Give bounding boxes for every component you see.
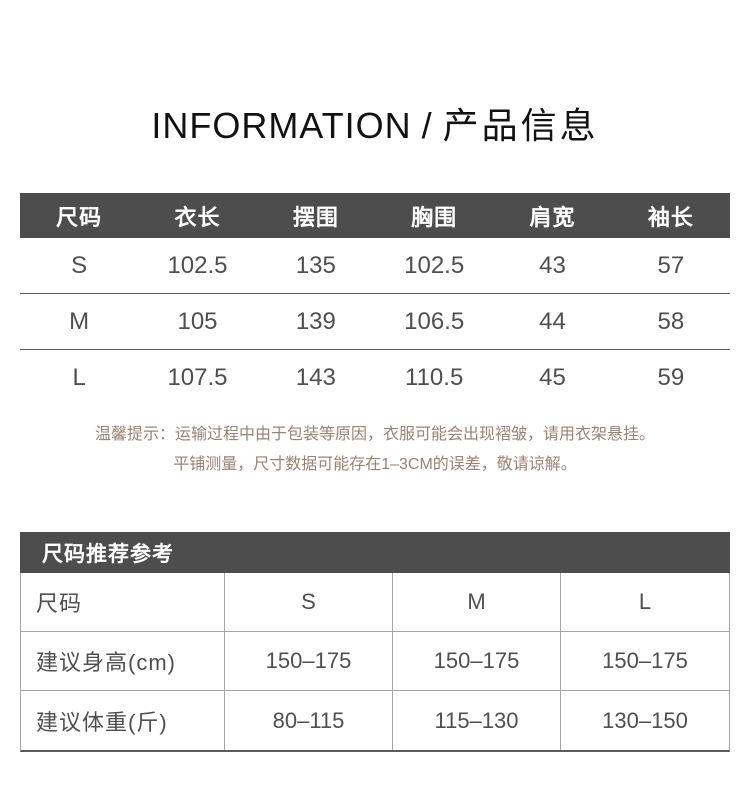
page-title-separator: / bbox=[421, 105, 433, 146]
table-cell: 150–175 bbox=[602, 648, 688, 673]
measurement-notice: 温馨提示：运输过程中由于包装等原因，衣服可能会出现褶皱，请用衣架悬挂。 平铺测量… bbox=[0, 420, 750, 480]
table-row-l: L 107.5 143 110.5 45 59 bbox=[20, 350, 730, 406]
table-cell: 106.5 bbox=[404, 307, 465, 335]
column-header-bust: 胸围 bbox=[411, 204, 458, 230]
table-cell: S bbox=[71, 251, 88, 279]
row-label: 建议体重(斤) bbox=[21, 691, 225, 750]
table-cell: 105 bbox=[177, 307, 218, 335]
recommendation-table-title: 尺码推荐参考 bbox=[20, 532, 730, 573]
size-spec-table-header: 尺码 衣长 摆围 胸围 肩宽 袖长 bbox=[20, 193, 730, 238]
recommendation-table-body: 尺码 S M L 建议身高(cm) 150–175 150–175 150–17… bbox=[20, 573, 730, 752]
table-cell: 130–150 bbox=[602, 707, 688, 733]
table-cell: 58 bbox=[657, 307, 685, 335]
table-cell: L bbox=[638, 589, 652, 614]
table-cell: 43 bbox=[539, 251, 566, 279]
table-cell: 80–115 bbox=[225, 691, 393, 750]
column-header-size: 尺码 bbox=[56, 204, 103, 230]
column-header-hem: 摆围 bbox=[292, 204, 339, 230]
table-cell: 107.5 bbox=[167, 364, 228, 391]
table-cell: 102.5 bbox=[167, 251, 228, 279]
table-cell: 150–175 bbox=[225, 632, 393, 690]
notice-line-2: 平铺测量，尺寸数据可能存在1–3CM的误差，敬请谅解。 bbox=[173, 456, 577, 473]
table-cell: 44 bbox=[539, 307, 566, 335]
table-cell: S bbox=[225, 573, 393, 631]
table-cell: M bbox=[393, 573, 561, 631]
table-cell: M bbox=[69, 307, 90, 335]
table-cell: 57 bbox=[657, 251, 685, 279]
column-header-length: 衣长 bbox=[174, 204, 221, 230]
table-cell: 135 bbox=[295, 251, 336, 279]
table-row-size: 尺码 S M L bbox=[21, 573, 729, 632]
table-cell: 45 bbox=[539, 364, 566, 391]
notice-line-1: 温馨提示：运输过程中由于包装等原因，衣服可能会出现褶皱，请用衣架悬挂。 bbox=[94, 426, 655, 443]
column-header-sleeve: 袖长 bbox=[647, 204, 694, 230]
size-spec-table: 尺码 衣长 摆围 胸围 肩宽 袖长 S 102.5 135 102.5 43 5… bbox=[20, 193, 730, 406]
table-cell: 139 bbox=[295, 307, 336, 335]
table-cell: 150–175 bbox=[393, 632, 561, 690]
table-cell: 59 bbox=[657, 364, 685, 391]
page-title-zh: 产品信息 bbox=[442, 105, 599, 146]
table-row-s: S 102.5 135 102.5 43 57 bbox=[20, 238, 730, 294]
table-cell: 115–130 bbox=[393, 691, 561, 750]
page-title-en: INFORMATION bbox=[151, 105, 412, 146]
column-header-shoulder: 肩宽 bbox=[529, 204, 576, 230]
page-title: INFORMATION / 产品信息 bbox=[0, 0, 750, 152]
table-cell: L bbox=[72, 364, 86, 391]
table-cell: 102.5 bbox=[404, 251, 465, 279]
table-row-weight: 建议体重(斤) 80–115 115–130 130–150 bbox=[21, 691, 729, 750]
table-cell: 143 bbox=[295, 364, 336, 391]
row-label: 尺码 bbox=[21, 573, 225, 631]
table-row-m: M 105 139 106.5 44 58 bbox=[20, 294, 730, 350]
size-recommendation-table: 尺码推荐参考 尺码 S M L 建议身高(cm) 150–175 150–175… bbox=[20, 532, 730, 752]
table-cell: 110.5 bbox=[405, 364, 464, 391]
row-label: 建议身高(cm) bbox=[21, 632, 225, 690]
table-row-height: 建议身高(cm) 150–175 150–175 150–175 bbox=[21, 632, 729, 691]
